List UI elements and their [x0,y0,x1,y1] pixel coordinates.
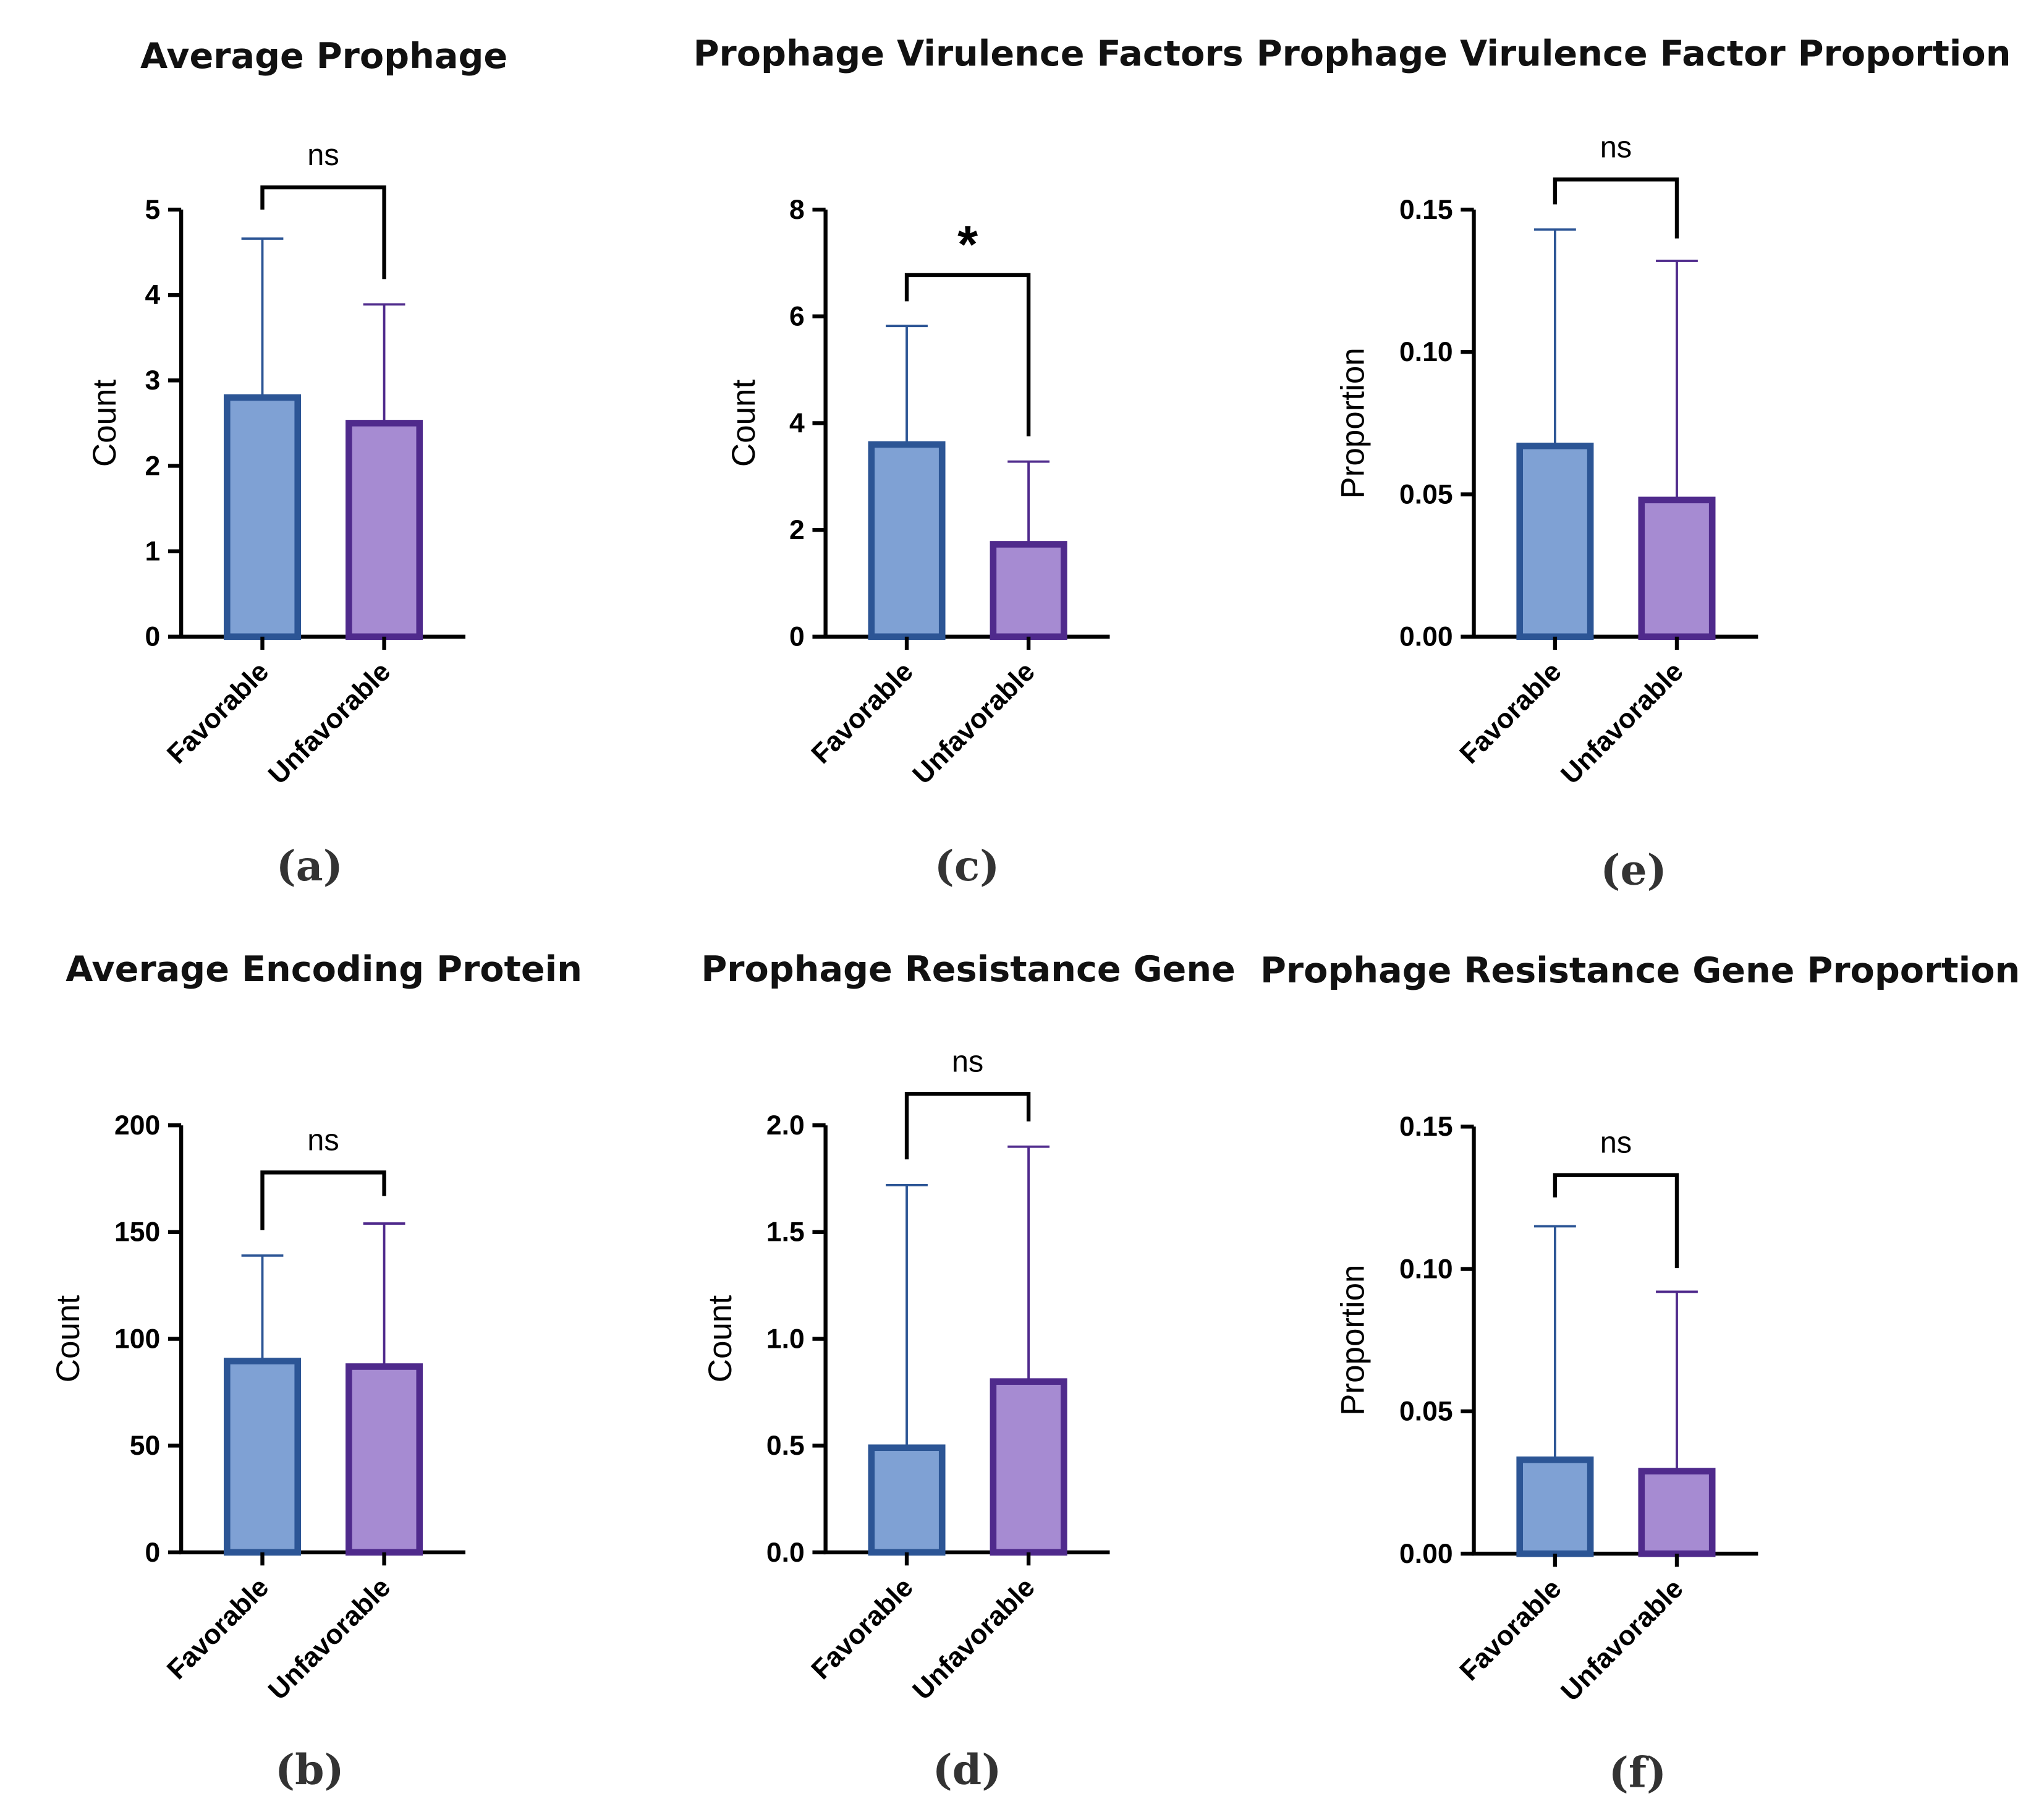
significance-label: ns [307,138,339,172]
y-tick-label: 8 [789,195,805,225]
bar-unfavorable [346,1363,423,1556]
y-axis-label: Count [50,1295,87,1383]
y-tick-label: 0.15 [1399,195,1453,225]
bar-favorable [1516,1456,1594,1557]
y-tick-label: 0.05 [1399,1397,1453,1427]
y-tick-label: 6 [789,302,805,332]
significance-label: ns [307,1123,339,1157]
x-tick-label: Favorable [806,657,919,770]
bar-unfavorable [1638,496,1716,640]
y-tick-label: 0.05 [1399,479,1453,509]
chart-panel: Average Prophage 0 1 2 3 4 5 Count FavorableUnfa… [87,36,507,890]
bar-favorable [1516,442,1594,640]
y-axis-label: Count [726,379,762,467]
y-tick-label: 5 [145,195,160,225]
y-tick-label: 50 [130,1431,160,1461]
y-tick-label: 0 [789,622,805,652]
y-tick-label: 0.0 [766,1538,805,1568]
y-tick-label: 1.0 [766,1324,805,1354]
significance-label: * [957,215,978,273]
y-tick-label: 2.0 [766,1110,805,1141]
bar-unfavorable [990,1378,1067,1556]
y-tick-label: 200 [114,1110,160,1141]
chart-title: Average Prophage [140,36,507,77]
chart-panel: Prophage Resistance Gene Proportion 0.00 0… [1260,950,2020,1797]
chart-title: Prophage Virulence Factor Proportion [1257,33,2011,74]
y-tick-label: 0.00 [1399,622,1453,652]
y-axis-label: Count [87,379,123,467]
chart-title: Prophage Resistance Gene [701,949,1235,990]
x-tick-label: Unfavorable [1555,1573,1689,1707]
significance-label: ns [1600,1126,1632,1160]
bar-favorable [223,394,302,640]
significance-bracket [1553,1173,1679,1269]
chart-title: Prophage Virulence Factors [693,33,1244,74]
y-tick-label: 0.5 [766,1431,805,1461]
panel-label: (f) [1609,1747,1666,1797]
y-tick-label: 150 [114,1217,160,1248]
y-tick-label: 0 [145,622,160,652]
x-tick-label: Unfavorable [1555,657,1689,790]
x-tick-label: Unfavorable [263,1572,396,1706]
y-tick-label: 0.00 [1399,1539,1453,1569]
x-tick-label: Unfavorable [907,1572,1040,1706]
chart-panel: Prophage Virulence Factor Proportion 0.00… [1257,33,2011,894]
y-axis-label: Count [702,1295,739,1383]
x-tick-label: Favorable [161,657,274,770]
y-axis-label: Proportion [1335,347,1372,498]
chart-panel: Prophage Virulence Factors 0 2 4 6 8 Count Favo… [693,33,1244,890]
panel-label: (e) [1600,845,1666,894]
significance-bracket [904,1092,1031,1160]
y-tick-label: 3 [145,365,160,396]
bar-favorable [868,1444,946,1556]
significance-label: ns [952,1045,983,1078]
chart-panel: Prophage Resistance Gene 0.0 0.5 1.0 1.5 2.0 C… [701,949,1235,1794]
y-tick-label: 100 [114,1324,160,1354]
y-tick-label: 0 [145,1538,160,1568]
significance-bracket [1553,177,1679,239]
y-tick-label: 1.5 [766,1217,805,1248]
significance-bracket [260,185,386,279]
bar-favorable [223,1358,302,1556]
x-tick-label: Unfavorable [263,657,396,790]
significance-bracket [260,1170,386,1230]
panel-label: (d) [933,1745,1002,1794]
panel-label: (a) [276,841,343,890]
y-axis-label: Proportion [1335,1265,1372,1416]
significance-bracket [904,273,1031,436]
y-tick-label: 2 [145,451,160,481]
x-tick-label: Unfavorable [907,657,1040,790]
y-tick-label: 4 [789,408,805,438]
bar-unfavorable [990,541,1067,640]
chart-title: Prophage Resistance Gene Proportion [1260,950,2020,991]
chart-panel: Average Encoding Protein 0 50 100 150 200 Coun… [50,949,582,1794]
panel-label: (b) [275,1745,344,1794]
panel-label: (c) [935,841,999,890]
y-tick-label: 0.15 [1399,1112,1453,1142]
y-tick-label: 4 [145,280,160,310]
x-tick-label: Favorable [161,1572,274,1685]
bar-unfavorable [346,420,423,640]
x-tick-label: Favorable [1454,657,1567,770]
x-tick-label: Favorable [1454,1573,1567,1687]
y-tick-label: 2 [789,515,805,545]
y-tick-label: 0.10 [1399,337,1453,367]
bar-unfavorable [1638,1468,1716,1557]
y-tick-label: 1 [145,536,160,566]
x-tick-label: Favorable [806,1572,919,1685]
significance-label: ns [1600,130,1632,164]
chart-title: Average Encoding Protein [66,949,582,990]
y-tick-label: 0.10 [1399,1254,1453,1284]
bar-favorable [868,441,946,640]
